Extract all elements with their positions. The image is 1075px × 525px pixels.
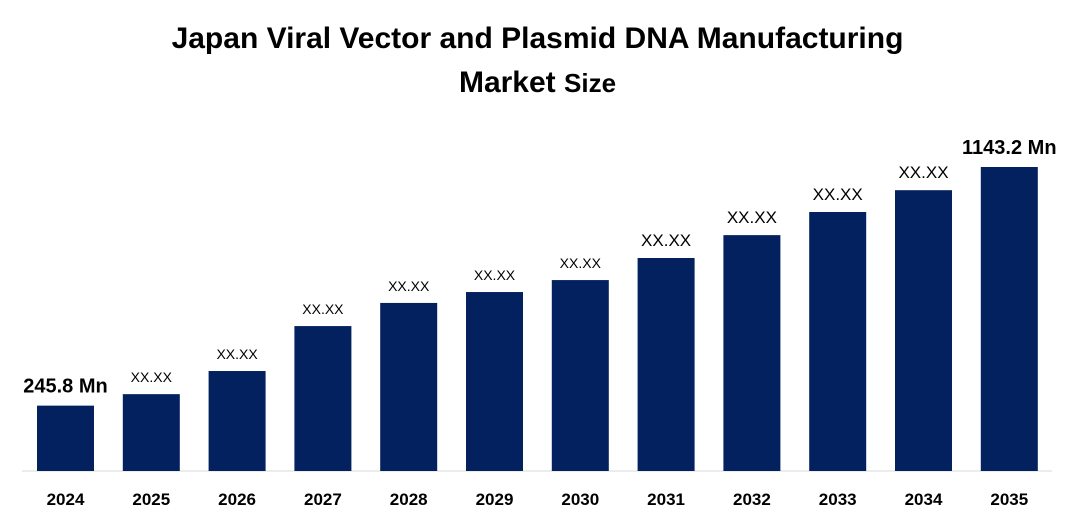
bar-2027 — [294, 326, 352, 471]
chart-title-size: Size — [564, 68, 617, 98]
x-tick-label-2026: 2026 — [218, 490, 256, 509]
chart-title-market: Market — [458, 66, 556, 99]
x-tick-label-2033: 2033 — [819, 490, 857, 509]
x-tick-label-2025: 2025 — [132, 490, 170, 509]
bar-2033 — [809, 211, 867, 471]
x-tick-label-2028: 2028 — [390, 490, 428, 509]
chart-title-line1: Japan Viral Vector and Plasmid DNA Manuf… — [171, 22, 904, 55]
data-label-2026: XX.XX — [216, 346, 258, 362]
x-tick-label-2027: 2027 — [304, 490, 342, 509]
bar-2029 — [466, 292, 523, 471]
data-label-2025: XX.XX — [131, 369, 173, 385]
data-label-2024: 245.8 Mn — [23, 376, 107, 398]
data-label-2027: XX.XX — [302, 301, 344, 317]
x-tick-label-2024: 2024 — [47, 490, 85, 509]
bar-2024 — [37, 405, 94, 471]
bar-2034 — [895, 190, 952, 472]
data-label-2033: XX.XX — [813, 185, 863, 204]
bar-2035 — [980, 167, 1038, 471]
data-label-2032: XX.XX — [727, 208, 777, 227]
data-label-2028: XX.XX — [388, 278, 430, 294]
x-tick-label-2032: 2032 — [733, 490, 771, 509]
bar-2030 — [551, 280, 609, 471]
x-tick-label-2035: 2035 — [990, 490, 1028, 509]
bar-2031 — [637, 257, 695, 471]
chart-title-line2: Market Size — [0, 66, 1075, 100]
bar-2025 — [122, 394, 180, 471]
x-tick-label-2030: 2030 — [561, 490, 599, 509]
bar-2028 — [380, 302, 438, 471]
x-tick-label-2029: 2029 — [476, 490, 514, 509]
bar-2032 — [723, 235, 781, 471]
data-label-2029: XX.XX — [474, 267, 516, 283]
bar-2026 — [208, 371, 266, 471]
data-label-2035: 1143.2 Mn — [962, 137, 1057, 159]
data-label-2030: XX.XX — [560, 255, 602, 271]
data-label-2034: XX.XX — [898, 163, 948, 182]
x-tick-label-2031: 2031 — [647, 490, 685, 509]
data-label-2031: XX.XX — [641, 231, 691, 250]
x-tick-label-2034: 2034 — [905, 490, 943, 509]
